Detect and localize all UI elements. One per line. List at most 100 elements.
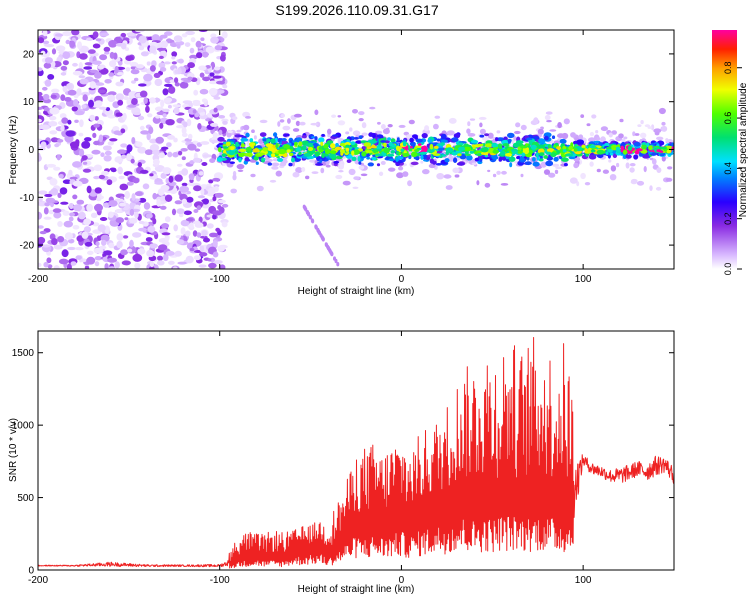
spectrogram-blob: [495, 137, 499, 142]
spectrogram-blob: [187, 62, 196, 69]
spectrogram-blob: [396, 137, 400, 142]
spectrogram-blob: [443, 174, 452, 179]
colorbar-tick-label: 0.4: [723, 162, 733, 175]
spectrogram-blob: [382, 152, 387, 157]
spectrogram-blob: [209, 139, 219, 143]
spectrogram-blob: [546, 119, 552, 123]
spectrogram-blob: [60, 201, 69, 205]
spectrogram-blob: [182, 100, 193, 104]
spectrogram-blob: [129, 217, 138, 224]
spectrogram-blob: [171, 61, 177, 65]
spectrogram-blob: [185, 230, 191, 237]
spectrogram-blob: [609, 174, 617, 181]
spectrogram-blob: [474, 157, 480, 162]
spectrogram-blob: [402, 153, 410, 157]
spectrogram-blob: [308, 144, 314, 147]
spectrogram-blob: [500, 183, 509, 186]
spectrogram-blob: [82, 168, 92, 173]
spectrogram-blob: [625, 162, 630, 169]
spectrogram-blob: [388, 142, 393, 147]
spectrogram-blob: [212, 251, 219, 258]
spectrogram-blob: [454, 174, 460, 178]
spectrogram-blob: [130, 158, 135, 164]
spectrogram-blob: [60, 94, 66, 101]
spectrogram-blob: [358, 161, 362, 165]
spectrogram-blob: [107, 257, 117, 263]
spectrogram-blob: [346, 159, 352, 164]
spectrogram-blob: [421, 133, 428, 139]
spectrogram-blob: [584, 148, 588, 153]
spectrogram-blob: [295, 120, 300, 127]
spectrogram-blob: [484, 182, 491, 188]
spectrogram-blob: [409, 141, 416, 147]
spectrogram-blob: [234, 143, 240, 147]
spectrogram-blob: [640, 120, 644, 125]
spectrogram-blob: [53, 265, 60, 269]
spectrogram-blob: [358, 118, 364, 122]
spectrogram-blob: [383, 142, 387, 148]
spectrogram-blob: [433, 123, 439, 130]
spectrogram-blob: [381, 124, 386, 130]
spectrogram-blob: [310, 122, 319, 126]
spectrogram-blob: [561, 157, 569, 162]
spectrogram-blob: [352, 130, 361, 136]
spectrogram-blob: [188, 173, 195, 181]
spectrogram-blob: [255, 161, 259, 165]
spectrogram-blob: [644, 124, 651, 128]
spectrogram-blob: [155, 115, 161, 119]
spectrogram-blob: [209, 72, 215, 77]
spectrogram-blob: [62, 210, 70, 216]
spectrogram-blob: [144, 149, 153, 156]
spectrogram-blob: [325, 164, 331, 168]
spectrogram-blob: [387, 124, 393, 128]
spectrogram-blob: [117, 166, 123, 175]
spectrogram-blob: [277, 121, 281, 127]
spectrogram-blob: [98, 134, 104, 143]
spectrogram-blob: [608, 159, 612, 163]
spectrogram-blob: [279, 162, 287, 167]
spectrogram-blob: [131, 137, 136, 145]
spectrogram-blob: [61, 117, 69, 124]
spectrogram-blob: [82, 94, 88, 102]
spectrogram-blob: [282, 125, 291, 131]
spectrogram-blob: [348, 168, 356, 176]
spectrogram-blob: [146, 61, 151, 66]
spectrogram-blob: [162, 113, 167, 118]
spectrogram-blob: [212, 196, 217, 202]
spectrogram-blob: [143, 97, 148, 104]
spectrogram-blob: [173, 107, 180, 115]
spectrogram-blob: [550, 152, 557, 158]
spectrogram-blob: [633, 154, 639, 160]
spectrogram-blob: [440, 142, 445, 146]
spectrogram-blob: [403, 131, 409, 136]
spectrogram-blob: [69, 212, 75, 217]
spectrogram-blob: [201, 162, 208, 166]
spectrogram-blob: [484, 154, 488, 158]
spectrogram-blob: [620, 145, 625, 151]
spectrogram-blob: [230, 146, 235, 151]
spectrogram-blob: [162, 167, 172, 175]
spectrogram-blob: [334, 258, 338, 264]
spectrogram-blob: [387, 137, 391, 141]
spectrogram-blob: [119, 183, 129, 191]
spectrogram-blob: [199, 252, 208, 257]
spectrogram-blob: [591, 114, 597, 119]
spectrogram-blob: [222, 120, 228, 125]
spectrogram-blob: [369, 106, 376, 110]
spectrogram-blob: [209, 158, 216, 164]
spectrogram-blob: [570, 132, 576, 138]
spectrogram-blob: [137, 248, 146, 255]
spectrogram-blob: [234, 150, 239, 154]
spectrogram-blob: [507, 132, 515, 139]
spectrogram-blob: [157, 260, 165, 266]
spectrogram-blob: [208, 262, 217, 269]
spectrogram-blob: [259, 119, 268, 124]
spectrogram-blob: [72, 180, 83, 187]
spectrogram-blob: [257, 152, 266, 156]
spectrogram-blob: [247, 152, 253, 157]
spectrogram-blob: [44, 44, 55, 48]
spectrogram-blob: [120, 249, 128, 256]
spectrogram-blob: [634, 133, 640, 136]
spectrogram-blob: [92, 43, 101, 49]
